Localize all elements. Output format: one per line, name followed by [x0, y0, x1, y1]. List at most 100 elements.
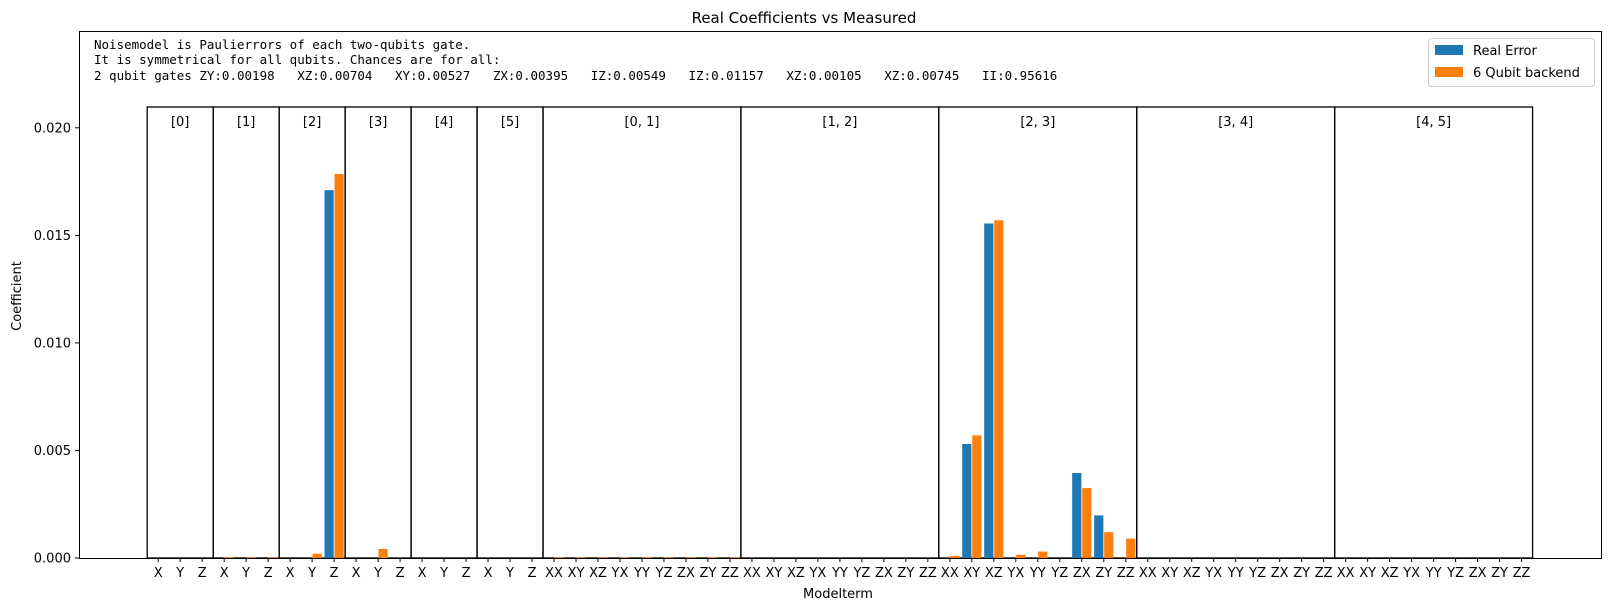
- x-tick-label: YZ: [1248, 566, 1266, 581]
- x-tick-label: YX: [1402, 566, 1420, 581]
- bar-6-qubit-backend-2-3-xy: [972, 435, 982, 558]
- x-tick-label: Z: [198, 566, 207, 581]
- x-tick-label: YX: [1204, 566, 1222, 581]
- bar-6-qubit-backend-1-y: [246, 557, 256, 558]
- group-frame-0: [146, 106, 214, 559]
- legend: Real Error 6 Qubit backend: [1428, 38, 1595, 87]
- x-tick-label: ZY: [1095, 566, 1112, 581]
- x-tick-label: Y: [373, 566, 382, 581]
- group-frame-5: [476, 106, 544, 559]
- x-tick-label: YZ: [655, 566, 673, 581]
- annotation-line-2: It is symmetrical for all qubits. Chance…: [94, 52, 500, 67]
- x-tick-label: Z: [396, 566, 405, 581]
- x-tick-label: Y: [175, 566, 184, 581]
- x-tick-label: ZX: [677, 566, 695, 581]
- x-tick-label: ZZ: [1117, 566, 1135, 581]
- legend-frame: [1428, 38, 1595, 87]
- x-tick-label: XY: [1359, 566, 1376, 581]
- group-frame-1: [212, 106, 280, 559]
- bar-6-qubit-backend-0-1-xx: [554, 557, 564, 558]
- bar-6-qubit-backend-0-1-xz: [598, 557, 608, 558]
- x-tick-label: YZ: [852, 566, 870, 581]
- x-tick-label: Z: [462, 566, 471, 581]
- x-tick-label: YY: [1227, 566, 1244, 581]
- group-label: [3]: [369, 115, 387, 130]
- bar-6-qubit-backend-0-1-yx: [620, 557, 630, 558]
- group-frame-4-5: [1334, 106, 1534, 559]
- x-tick-label: X: [352, 566, 361, 581]
- x-tick-label: XY: [1161, 566, 1178, 581]
- plot-area-frame: [79, 31, 1602, 559]
- x-tick-label: XZ: [1381, 566, 1399, 581]
- bar-6-qubit-backend-0-1-zz: [730, 557, 740, 558]
- bar-real-error-2-3-zy: [1094, 515, 1104, 558]
- annotation-line-3: 2 qubit gates ZY:0.00198 XZ:0.00704 XY:0…: [94, 68, 1057, 83]
- bar-6-qubit-backend-2-3-yy: [1038, 551, 1048, 558]
- x-tick-label: XX: [1139, 566, 1157, 581]
- bars: [224, 174, 1136, 559]
- y-tick-label: 0.015: [34, 229, 71, 244]
- group-frame-3: [344, 106, 412, 559]
- group-label: [0]: [171, 115, 189, 130]
- x-tick-label: XX: [545, 566, 563, 581]
- x-tick-label: ZX: [1271, 566, 1289, 581]
- x-tick-label: Y: [307, 566, 316, 581]
- x-tick-label: X: [220, 566, 229, 581]
- x-tick-label: XZ: [985, 566, 1003, 581]
- bar-real-error-2-3-xy: [962, 443, 972, 558]
- bar-6-qubit-backend-2-z: [334, 174, 344, 559]
- legend-label-6-qubit-backend: 6 Qubit backend: [1473, 66, 1580, 81]
- bar-6-qubit-backend-2-3-zz: [1126, 538, 1136, 558]
- x-tick-label: Z: [330, 566, 339, 581]
- y-tick-label: 0.010: [34, 336, 71, 351]
- bar-6-qubit-backend-2-3-xx: [950, 555, 960, 558]
- x-tick-label: YY: [1425, 566, 1442, 581]
- x-tick-label: YX: [611, 566, 629, 581]
- bar-real-error-2-3-zx: [1072, 473, 1082, 558]
- x-axis-ticks: X Y Z X Y Z X Y Z X Y Z X Y Z X Y Z XX XY XZ YX YY YZ ZX ZY ZZ XX XY…: [154, 558, 1531, 581]
- x-tick-label: XY: [568, 566, 585, 581]
- x-tick-label: ZX: [1469, 566, 1487, 581]
- x-tick-label: XX: [743, 566, 761, 581]
- x-tick-label: XX: [1337, 566, 1355, 581]
- x-tick-label: YY: [1029, 566, 1046, 581]
- group-label: [2]: [303, 115, 321, 130]
- group-label: [5]: [501, 115, 519, 130]
- x-tick-label: ZY: [1293, 566, 1310, 581]
- group-label: [4, 5]: [1416, 115, 1451, 130]
- bar-6-qubit-backend-1-x: [224, 557, 234, 558]
- x-tick-label: X: [286, 566, 295, 581]
- x-tick-label: ZY: [1491, 566, 1508, 581]
- x-tick-label: ZY: [700, 566, 717, 581]
- group-label: [1, 2]: [822, 115, 857, 130]
- group-label: [1]: [237, 115, 255, 130]
- bar-6-qubit-backend-2-3-zx: [1082, 488, 1092, 558]
- x-tick-label: XZ: [589, 566, 607, 581]
- bar-6-qubit-backend-0-1-yz: [664, 557, 674, 558]
- group-frames: [0] [1] [2] [3] [4] [5] [0, 1] [1, 2] [2, 3] [3, …: [146, 106, 1534, 559]
- x-tick-label: X: [154, 566, 163, 581]
- x-tick-label: YX: [1006, 566, 1024, 581]
- bar-6-qubit-backend-0-1-xy: [576, 557, 586, 558]
- x-tick-label: XX: [941, 566, 959, 581]
- x-tick-label: Y: [505, 566, 514, 581]
- x-tick-label: XZ: [787, 566, 805, 581]
- x-tick-label: X: [418, 566, 427, 581]
- y-tick-label: 0.020: [34, 121, 71, 136]
- x-tick-label: Z: [528, 566, 537, 581]
- group-frame-3-4: [1136, 106, 1336, 559]
- group-frame-0-1: [542, 106, 742, 559]
- x-tick-label: YZ: [1446, 566, 1464, 581]
- x-tick-label: Y: [439, 566, 448, 581]
- x-tick-label: ZZ: [919, 566, 937, 581]
- legend-swatch-6-qubit-backend: [1435, 67, 1463, 77]
- bar-real-error-2-3-xz: [984, 223, 994, 558]
- group-label: [0, 1]: [624, 115, 659, 130]
- y-tick-label: 0.005: [34, 444, 71, 459]
- bar-6-qubit-backend-2-3-xz: [994, 220, 1004, 558]
- group-label: [3, 4]: [1218, 115, 1253, 130]
- group-frame-1-2: [740, 106, 940, 559]
- chart-title: Real Coefficients vs Measured: [692, 9, 917, 27]
- x-tick-label: XY: [765, 566, 782, 581]
